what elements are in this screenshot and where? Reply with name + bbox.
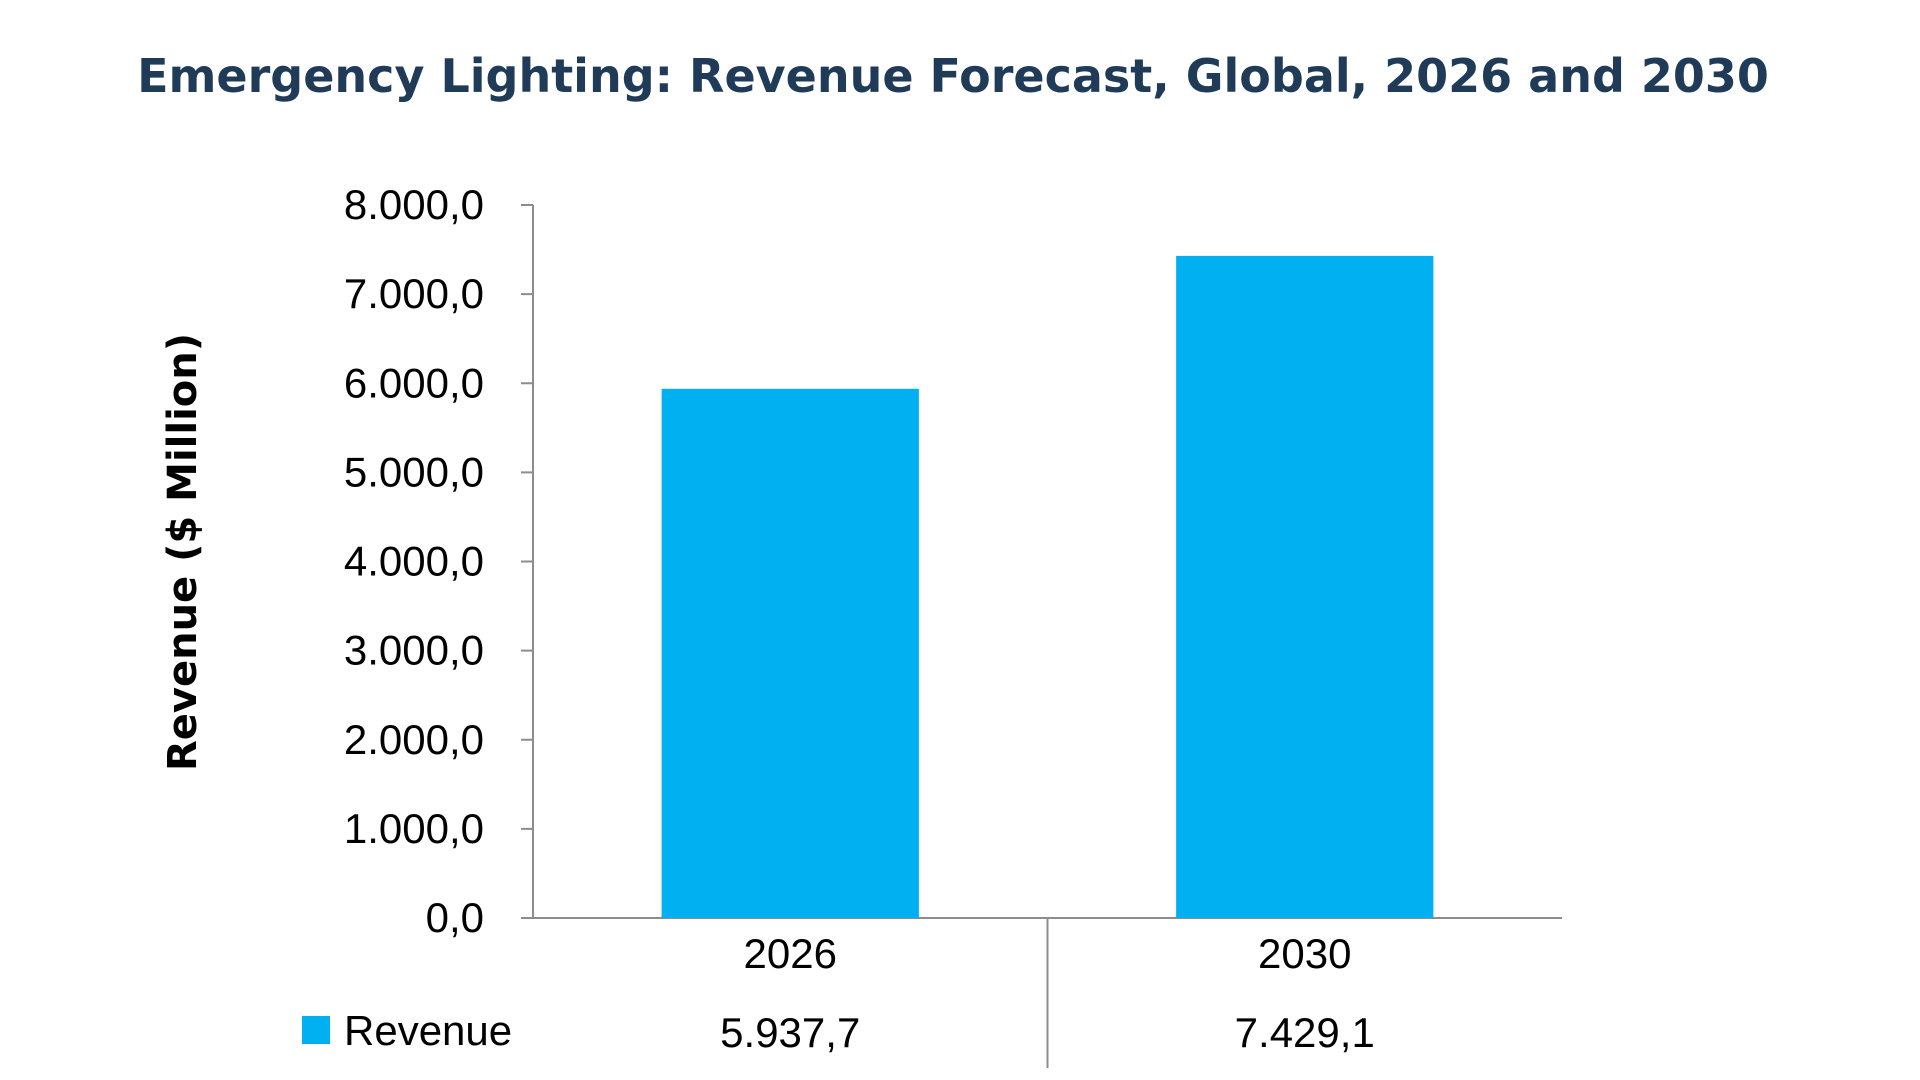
chart-title: Emergency Lighting: Revenue Forecast, Gl… [137, 49, 1769, 103]
y-tick-label: 1.000,0 [344, 805, 484, 852]
legend-swatch [302, 1016, 330, 1044]
y-tick-label: 3.000,0 [344, 627, 484, 674]
plot-area: 0,0 1.000,0 2.000,0 3.000,0 4.000,0 5.000,0 6.… [302, 181, 1562, 1068]
y-tick-label: 4.000,0 [344, 538, 484, 585]
y-tick-label: 8.000,0 [344, 181, 484, 228]
x-category-label: 2026 [744, 930, 837, 977]
y-tick-label: 5.000,0 [344, 448, 484, 495]
y-axis-title: Revenue ($ Million) [160, 333, 206, 771]
bar-2030[interactable] [1176, 255, 1434, 918]
data-table-value: 5.937,7 [720, 1009, 860, 1056]
legend-label: Revenue [344, 1007, 512, 1054]
y-tick-label: 6.000,0 [344, 359, 484, 406]
y-tick-label: 0,0 [426, 894, 484, 941]
y-tick-label: 7.000,0 [344, 270, 484, 317]
x-category-label: 2030 [1258, 930, 1351, 977]
data-table-value: 7.429,1 [1235, 1009, 1375, 1056]
y-tick-label: 2.000,0 [344, 716, 484, 763]
bar-2026[interactable] [661, 388, 919, 918]
